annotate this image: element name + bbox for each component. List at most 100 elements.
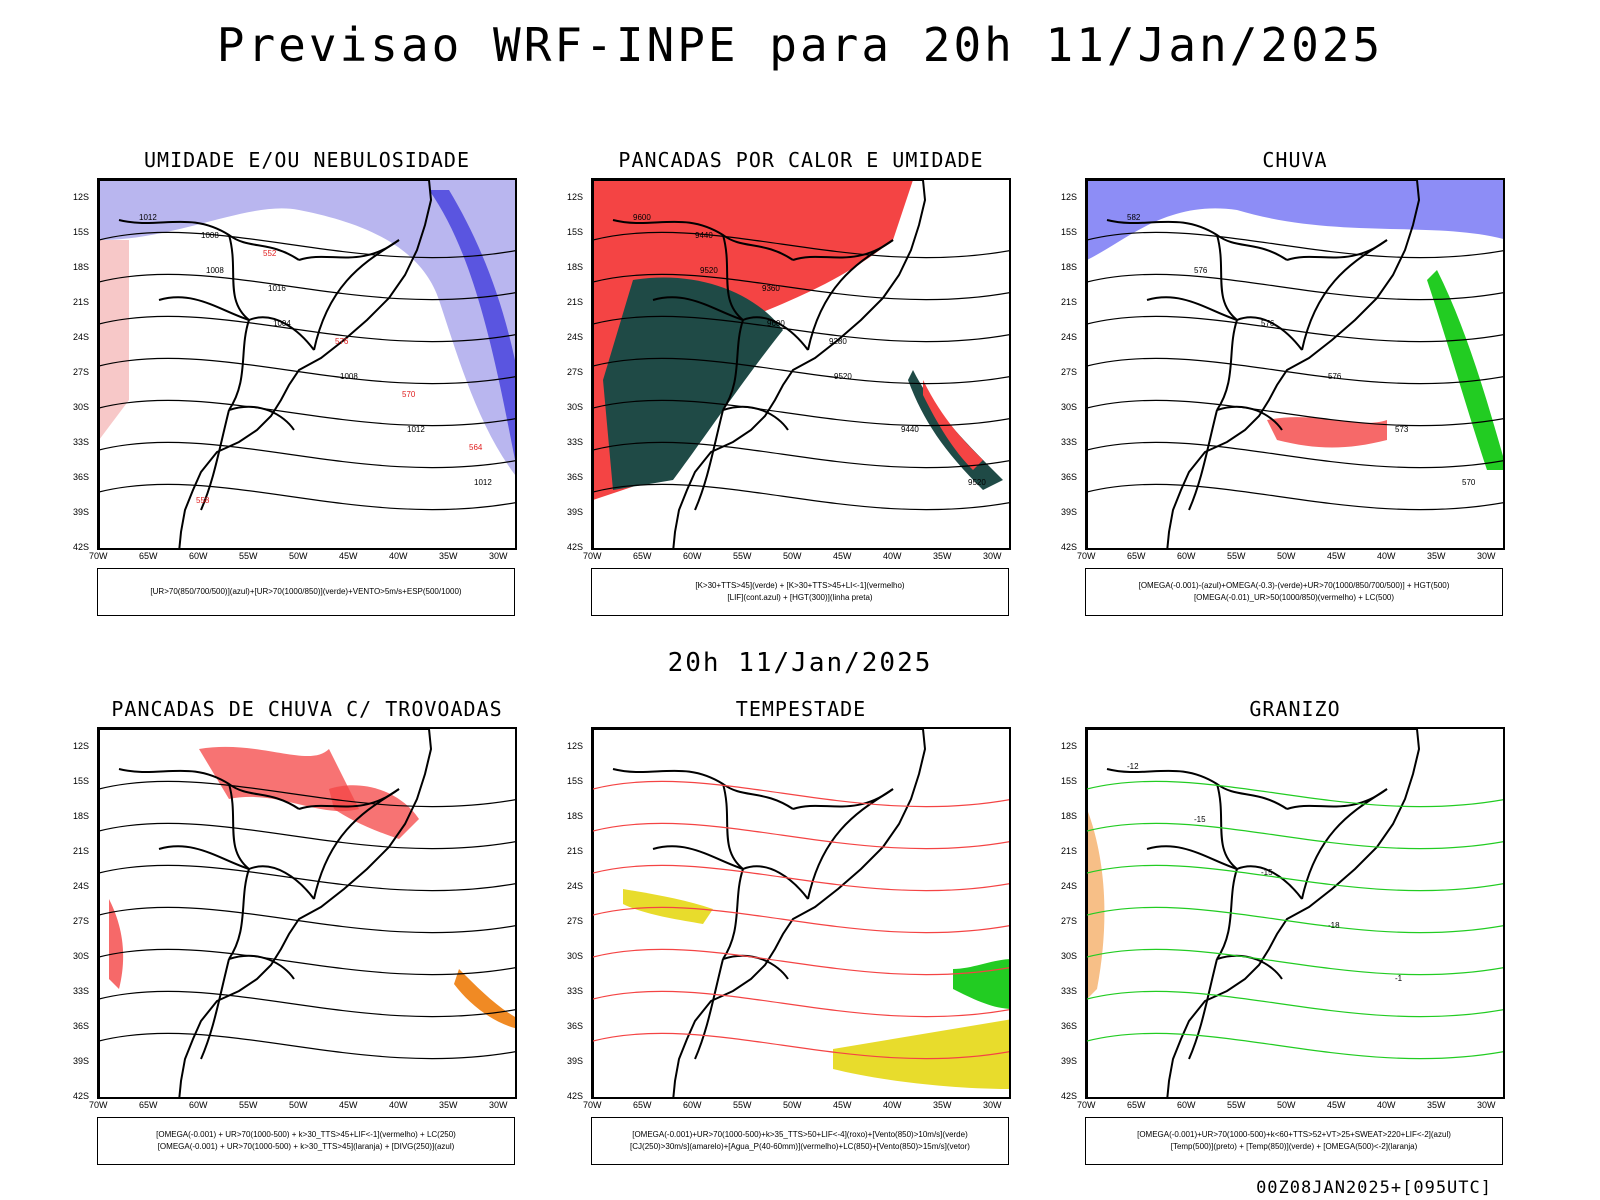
panel-3-title: PANCADAS DE CHUVA C/ TROVOADAS: [111, 697, 503, 721]
lat-tick-label: 12S: [567, 192, 584, 202]
contour-label: 9440: [695, 231, 713, 240]
lon-tick-label: 35W: [1427, 551, 1446, 561]
contour-label: 9520: [834, 372, 852, 381]
contour-label: 570: [402, 390, 416, 399]
lat-tick-label: 36S: [73, 472, 90, 482]
panel-4-map-graphic: [593, 729, 1009, 1097]
lon-tick-label: 40W: [1377, 551, 1396, 561]
lon-tick-label: 70W: [583, 1100, 602, 1110]
lat-tick-label: 27S: [567, 916, 584, 926]
contour-label: 576: [1328, 372, 1342, 381]
lat-tick-label: 36S: [567, 1021, 584, 1031]
lat-tick-label: 21S: [567, 846, 584, 856]
lon-tick-label: 45W: [1327, 551, 1346, 561]
lon-tick-label: 50W: [783, 1100, 802, 1110]
lat-tick-label: 30S: [1061, 402, 1078, 412]
panel-5-title: GRANIZO: [1249, 697, 1341, 721]
lat-tick-label: 42S: [73, 542, 90, 552]
lon-tick-label: 40W: [389, 1100, 408, 1110]
legend-line: [OMEGA(-0.001)-(azul)+OMEGA(-0.3)-(verde…: [1138, 581, 1450, 590]
contour-label: 570: [1462, 478, 1476, 487]
panel-3-map-graphic: [99, 729, 515, 1097]
panel-3-map: [97, 727, 517, 1099]
panel-2-map: 582 576 576 576 573 570: [1085, 178, 1505, 550]
lat-tick-label: 21S: [1061, 297, 1078, 307]
lat-tick-label: 12S: [1061, 741, 1078, 751]
lat-tick-label: 24S: [73, 881, 90, 891]
lat-tick-label: 39S: [73, 507, 90, 517]
contour-label: 1008: [340, 372, 358, 381]
lat-tick-label: 36S: [1061, 1021, 1078, 1031]
contour-label: -12: [1127, 762, 1139, 771]
lat-tick-label: 15S: [73, 776, 90, 786]
contour-label: -15: [1194, 815, 1206, 824]
panel-5-legend: [OMEGA(-0.001)+UR>70(1000-500)+k<60+TTS>…: [1085, 1117, 1503, 1165]
lat-tick-label: 18S: [1061, 811, 1078, 821]
lat-tick-label: 36S: [1061, 472, 1078, 482]
lon-tick-label: 40W: [389, 551, 408, 561]
lat-tick-label: 24S: [567, 332, 584, 342]
lat-tick-label: 21S: [73, 297, 90, 307]
lat-tick-label: 42S: [73, 1091, 90, 1101]
lon-tick-label: 60W: [189, 1100, 208, 1110]
lat-tick-label: 42S: [567, 542, 584, 552]
lat-tick-label: 15S: [73, 227, 90, 237]
contour-label: 1012: [474, 478, 492, 487]
lon-tick-label: 30W: [489, 1100, 508, 1110]
lon-tick-label: 30W: [1477, 1100, 1496, 1110]
lat-tick-label: 21S: [567, 297, 584, 307]
panel-4-legend: [OMEGA(-0.001)+UR>70(1000-500)+k>35_TTS>…: [591, 1117, 1009, 1165]
lat-tick-label: 27S: [73, 367, 90, 377]
legend-line: [LIF](cont.azul) + [HGT(300)](linha pret…: [727, 593, 873, 602]
contour-label: 1016: [268, 284, 286, 293]
lon-tick-label: 60W: [189, 551, 208, 561]
lon-tick-label: 60W: [1177, 1100, 1196, 1110]
contour-label: 9440: [901, 425, 919, 434]
lon-tick-label: 65W: [633, 1100, 652, 1110]
lon-tick-label: 70W: [89, 551, 108, 561]
lon-tick-label: 30W: [489, 551, 508, 561]
panel-1-legend: [K>30+TTS>45](verde) + [K>30+TTS>45+LI<-…: [591, 568, 1009, 616]
lon-tick-label: 45W: [1327, 1100, 1346, 1110]
contour-label: 1004: [273, 319, 291, 328]
lon-tick-label: 40W: [1377, 1100, 1396, 1110]
lat-tick-label: 42S: [1061, 542, 1078, 552]
panel-5-map-graphic: -12 -15 -15 -18 -1: [1087, 729, 1503, 1097]
lon-tick-label: 40W: [883, 551, 902, 561]
contour-label: 564: [469, 443, 483, 452]
contour-label: 1008: [206, 266, 224, 275]
lat-tick-label: 12S: [567, 741, 584, 751]
lon-tick-label: 65W: [139, 551, 158, 561]
lon-tick-label: 50W: [289, 1100, 308, 1110]
lat-tick-label: 15S: [1061, 776, 1078, 786]
lat-tick-label: 30S: [73, 402, 90, 412]
lon-tick-label: 70W: [1077, 551, 1096, 561]
legend-line: [OMEGA(-0.01)_UR>50(1000/850)(vermelho) …: [1193, 593, 1395, 602]
lon-tick-label: 40W: [883, 1100, 902, 1110]
lon-tick-label: 65W: [139, 1100, 158, 1110]
lon-tick-label: 50W: [1277, 1100, 1296, 1110]
lat-tick-label: 36S: [73, 1021, 90, 1031]
contour-label: 576: [335, 337, 349, 346]
lat-tick-label: 18S: [73, 262, 90, 272]
main-title: Previsao WRF-INPE para 20h 11/Jan/2025: [216, 18, 1384, 72]
lon-tick-label: 70W: [89, 1100, 108, 1110]
lat-tick-label: 30S: [1061, 951, 1078, 961]
panel-2-title: CHUVA: [1262, 148, 1328, 172]
lon-tick-label: 55W: [733, 1100, 752, 1110]
lon-tick-label: 65W: [1127, 551, 1146, 561]
contour-label: 582: [1127, 213, 1141, 222]
lon-tick-label: 50W: [1277, 551, 1296, 561]
contour-label: -1: [1395, 974, 1403, 983]
lon-tick-label: 65W: [1127, 1100, 1146, 1110]
lat-tick-label: 24S: [567, 881, 584, 891]
lon-tick-label: 35W: [933, 551, 952, 561]
legend-line: [Temp(500)](preto) + [Temp(850)](verde) …: [1170, 1142, 1418, 1151]
contour-label: 1012: [139, 213, 157, 222]
panel-2-legend: [OMEGA(-0.001)-(azul)+OMEGA(-0.3)-(verde…: [1085, 568, 1503, 616]
lon-tick-label: 65W: [633, 551, 652, 561]
lat-tick-label: 18S: [567, 262, 584, 272]
panel-0-title: UMIDADE E/OU NEBULOSIDADE: [143, 148, 471, 172]
contour-label: 558: [196, 496, 210, 505]
lon-tick-label: 55W: [1227, 551, 1246, 561]
